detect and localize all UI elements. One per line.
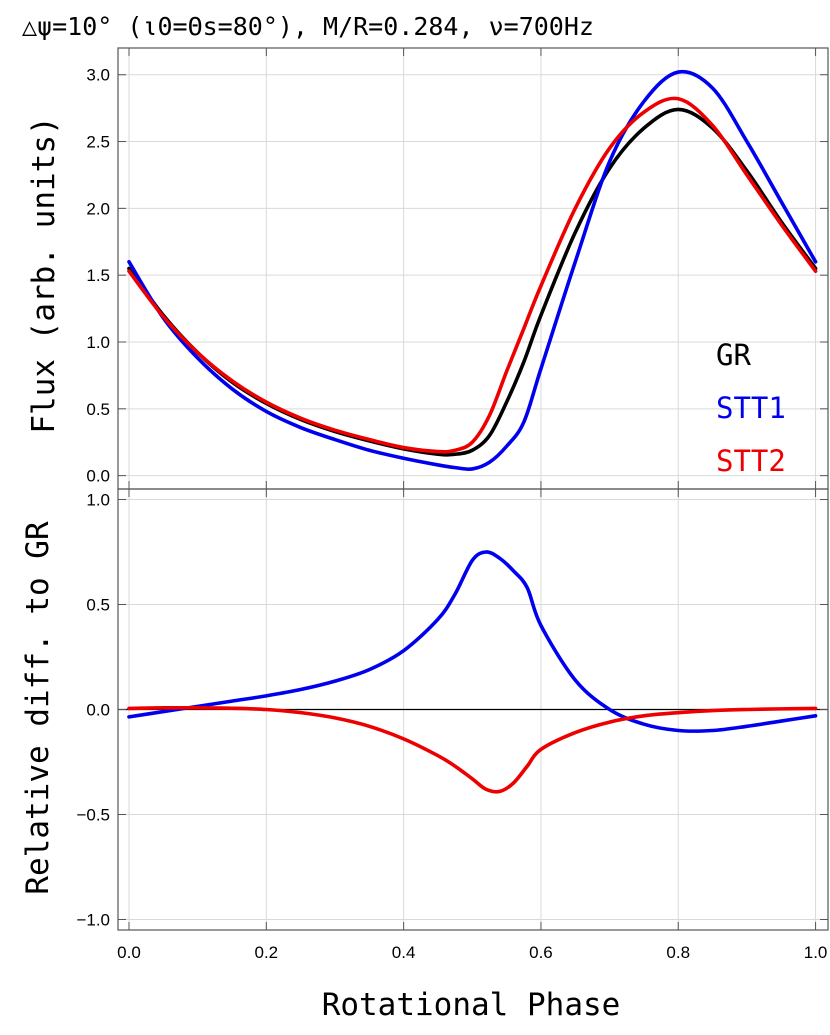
y-tick-label: 2.5 bbox=[86, 133, 110, 152]
x-tick-label: 0.2 bbox=[254, 943, 278, 962]
series-gr-line bbox=[127, 107, 818, 457]
legend-entry-stt1: STT1 bbox=[716, 391, 786, 425]
y-tick-label: 0.5 bbox=[86, 400, 110, 419]
x-tick-label: 0.6 bbox=[529, 943, 553, 962]
y-tick-label: 1.0 bbox=[86, 333, 110, 352]
series-1-line bbox=[127, 705, 818, 794]
series-stt1-line bbox=[127, 69, 818, 472]
x-tick-label: 0.0 bbox=[117, 943, 141, 962]
y-tick-label: 0.0 bbox=[86, 467, 110, 486]
series-stt2-line bbox=[127, 96, 818, 454]
relative-diff-panel: 0.0 0.2 0.4 0.6 0.8 1.0 −1.0 −0.5 0.0 0.5 1.0 bbox=[76, 488, 829, 962]
y-tick-label: 2.0 bbox=[86, 199, 110, 218]
flux-panel: 0.0 0.5 1.0 1.5 2.0 2.5 3.0 GR STT1 STT2 bbox=[86, 47, 829, 490]
y-tick-label: 0.5 bbox=[86, 596, 110, 615]
plot-frame bbox=[117, 488, 829, 931]
flux-ylabel: Flux (arb. units) bbox=[26, 116, 62, 433]
y-tick-label: −0.5 bbox=[76, 806, 110, 825]
x-axis-label: Rotational Phase bbox=[322, 987, 621, 1023]
legend-entry-gr: GR bbox=[716, 338, 751, 372]
y-tick-label: 3.0 bbox=[86, 66, 110, 85]
chart-title: △ψ=10° (ι0=Θs=80°), M/R=0.284, ν=700Hz bbox=[22, 12, 594, 41]
y-tick-label: −1.0 bbox=[76, 911, 110, 930]
x-tick-label: 0.4 bbox=[392, 943, 416, 962]
x-tick-label: 1.0 bbox=[804, 943, 828, 962]
y-tick-label: 1.0 bbox=[86, 491, 110, 510]
diff-ylabel: Relative diff. to GR bbox=[20, 521, 56, 895]
x-tick-label: 0.8 bbox=[666, 943, 690, 962]
y-tick-label: 0.0 bbox=[86, 701, 110, 720]
series-0-line bbox=[127, 550, 818, 733]
y-tick-label: 1.5 bbox=[86, 266, 110, 285]
legend-entry-stt2: STT2 bbox=[716, 444, 786, 478]
